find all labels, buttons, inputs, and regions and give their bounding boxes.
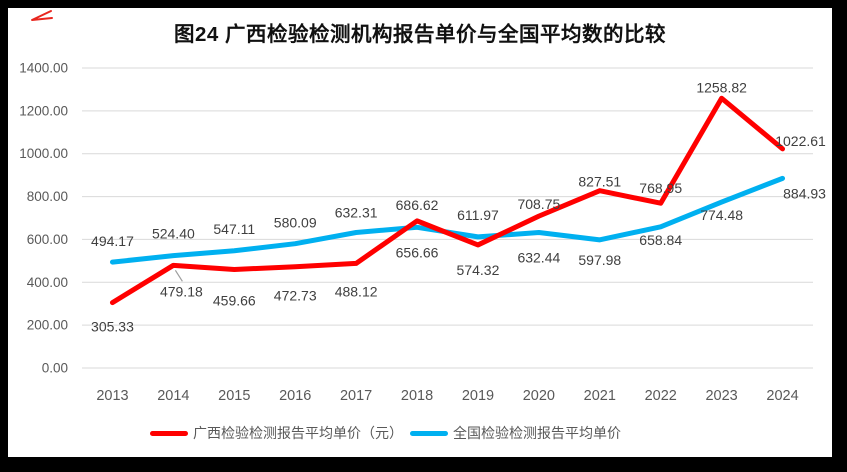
legend-swatch-guangxi [150,430,188,436]
red-pen-mark [31,10,53,21]
y-tick-label: 1400.00 [19,61,68,76]
y-tick-label: 600.00 [27,232,68,247]
data-label: 686.62 [396,197,439,213]
data-label: 488.12 [335,283,378,299]
y-tick-label: 200.00 [27,318,68,333]
leader-line [174,269,183,282]
data-label: 611.97 [457,207,499,223]
data-label: 479.18 [160,283,203,299]
legend: 广西检验检测报告平均单价（元） 全国检验检测报告平均单价 [150,424,621,442]
data-label: 472.73 [274,288,317,304]
x-tick-label: 2017 [340,388,372,404]
y-tick-label: 1200.00 [19,103,68,118]
data-label: 632.44 [517,249,560,265]
data-label: 524.40 [152,226,195,242]
chart-area: 图24 广西检验检测机构报告单价与全国平均数的比较 0.00 200.00 400.… [8,8,832,457]
x-tick-label: 2016 [279,388,311,404]
data-label: 494.17 [91,233,134,249]
data-label: 574.32 [457,262,500,278]
legend-label-guangxi: 广西检验检测报告平均单价（元） [193,425,403,441]
line-chart: 0.00 200.00 400.00 600.00 800.00 1000.00 1200.… [19,61,826,405]
chart-title: 图24 广西检验检测机构报告单价与全国平均数的比较 [174,23,666,46]
x-tick-label: 2021 [584,388,616,404]
data-label: 708.75 [517,196,560,212]
x-tick-label: 2023 [705,388,737,404]
x-tick-label: 2022 [645,388,677,404]
data-label: 768.95 [639,180,682,196]
y-tick-label: 400.00 [27,275,68,290]
legend-swatch-national [410,430,448,436]
x-tick-label: 2015 [218,388,250,404]
y-tick-label: 1000.00 [19,146,68,161]
data-label: 774.48 [700,207,743,223]
legend-label-national: 全国检验检测报告平均单价 [453,425,621,441]
data-label: 658.84 [639,232,682,248]
data-label: 580.09 [274,215,317,231]
series-line-guangxi [109,95,786,306]
data-label: 597.98 [578,252,621,268]
y-tick-label: 0.00 [42,361,68,376]
x-tick-label: 2019 [462,388,494,404]
data-label: 1022.61 [775,133,826,149]
data-label: 547.11 [213,221,255,237]
data-label: 827.51 [578,174,621,190]
data-label: 632.31 [335,205,378,221]
data-label: 656.66 [396,244,439,260]
data-label: 884.93 [783,185,826,201]
data-label: 1258.82 [696,79,747,95]
x-tick-label: 2024 [766,388,798,404]
x-tick-label: 2020 [523,388,555,404]
y-tick-label: 800.00 [27,189,68,204]
data-label: 459.66 [213,293,256,309]
x-tick-label: 2018 [401,388,433,404]
x-tick-label: 2014 [157,388,189,404]
data-label: 305.33 [91,319,134,335]
x-tick-label: 2013 [96,388,128,404]
